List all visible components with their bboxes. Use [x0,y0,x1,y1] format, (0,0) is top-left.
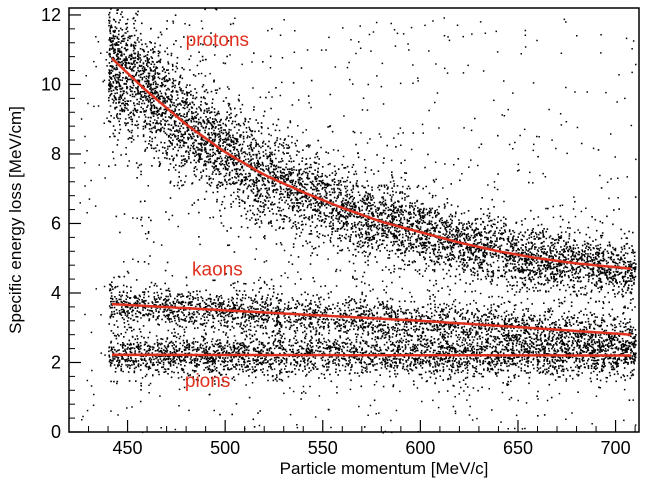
y-tick-label: 12 [41,5,61,25]
axis-ticks: 450 500 550 600 650 700 0 2 4 6 8 10 12 [41,5,636,458]
y-tick-label: 0 [51,422,61,442]
annotations: protons kaons pions [185,30,249,392]
kaons-fit-curve [111,302,632,336]
fit-curves [111,57,632,357]
x-tick-label: 600 [405,438,435,458]
data-points [79,8,637,434]
y-tick-label: 10 [41,74,61,94]
y-tick-label: 6 [51,213,61,233]
kaons-label: kaons [192,260,243,281]
x-tick-label: 700 [601,438,631,458]
pions-label: pions [185,371,230,392]
y-tick-label: 8 [51,144,61,164]
y-axis-title: Specific energy loss [MeV/cm] [6,106,25,334]
plot-frame [68,7,640,433]
pions-fit-curve [111,353,632,357]
y-tick-label: 2 [51,352,61,372]
x-tick-label: 550 [308,438,338,458]
x-tick-label: 500 [210,438,240,458]
protons-fit-curve [111,57,632,270]
x-axis-title: Particle momentum [MeV/c] [280,459,489,478]
scatter-points [79,8,637,434]
y-tick-label: 4 [51,283,61,303]
x-tick-label: 450 [113,438,143,458]
protons-label: protons [186,30,249,51]
x-tick-label: 650 [503,438,533,458]
